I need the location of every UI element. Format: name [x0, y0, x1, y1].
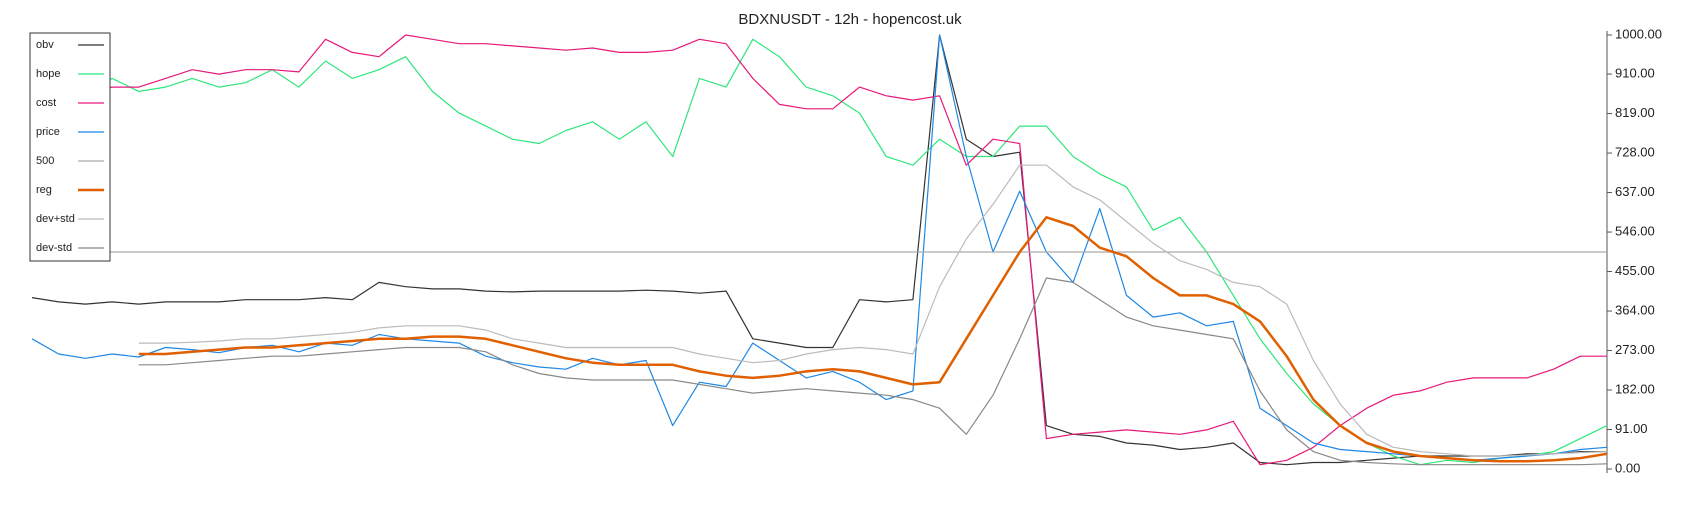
legend-label: hope [36, 68, 60, 80]
legend-label: obv [36, 39, 54, 51]
y-tick-label: 364.00 [1615, 302, 1655, 317]
legend-label: price [36, 126, 60, 138]
legend-label: cost [36, 97, 56, 109]
legend-label: dev-std [36, 242, 72, 254]
y-tick-label: 1000.00 [1615, 26, 1662, 41]
y-tick-label: 182.00 [1615, 381, 1655, 396]
series-line [31, 34, 1608, 461]
y-tick-label: 819.00 [1615, 105, 1655, 120]
y-tick-label: 637.00 [1615, 184, 1655, 199]
y-tick-label: 546.00 [1615, 223, 1655, 238]
y-tick-label: 0.00 [1615, 460, 1640, 475]
legend-label: dev+std [36, 213, 75, 225]
y-tick-label: 273.00 [1615, 342, 1655, 357]
legend-box [29, 32, 111, 262]
y-tick-label: 910.00 [1615, 65, 1655, 80]
y-tick-label: 455.00 [1615, 263, 1655, 278]
legend-label: 500 [36, 155, 54, 167]
y-tick-label: 91.00 [1615, 421, 1648, 436]
series-line [31, 34, 1607, 466]
series-line [138, 164, 1608, 457]
series-line [138, 216, 1608, 463]
legend-label: reg [36, 184, 52, 196]
series-line [138, 277, 1608, 466]
series-line [32, 34, 1607, 466]
y-tick-label: 728.00 [1615, 144, 1655, 159]
chart-title: BDXNUSDT - 12h - hopencost.uk [738, 11, 962, 28]
